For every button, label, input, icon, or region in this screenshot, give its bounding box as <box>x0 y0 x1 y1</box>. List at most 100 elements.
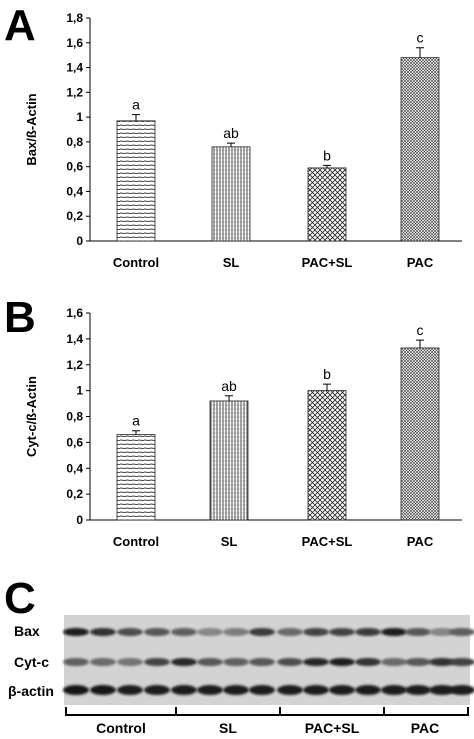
x-tick-label: SL <box>221 534 238 549</box>
blot-band <box>405 628 431 636</box>
blot-band <box>90 628 116 636</box>
blot-band <box>303 658 329 666</box>
bar-control <box>116 120 156 242</box>
y-tick-label: 1,2 <box>66 85 83 99</box>
blot-band <box>249 628 275 636</box>
x-tick-label: Control <box>113 534 159 549</box>
blot-band <box>277 685 303 695</box>
blot-band <box>405 685 431 695</box>
blot-group-pac: PAC <box>410 720 440 736</box>
blot-band <box>381 628 407 636</box>
x-tick-label: PAC <box>407 255 434 270</box>
y-tick-label: 0,8 <box>66 135 83 149</box>
group-bracket <box>65 707 177 716</box>
significance-letter: b <box>323 147 331 163</box>
error-bar <box>225 395 233 401</box>
blot-band <box>171 685 197 695</box>
error-bar <box>323 383 331 391</box>
blot-band <box>63 658 89 666</box>
cytc-bar-chart: 0 0,2 0,4 0,6 0,8 1 1,2 1,4 1,6 Cyt-c/ß-Actin a Con… <box>24 306 462 549</box>
significance-letter: b <box>323 366 331 382</box>
significance-letter: a <box>132 97 140 113</box>
y-tick-label: 0,4 <box>66 184 83 198</box>
blot-band <box>117 658 143 666</box>
y-tick-label: 1,6 <box>66 306 83 320</box>
western-blot: Bax Cyt-c β-actin Control SL PAC+SL PAC <box>0 615 474 739</box>
bar-pac <box>400 347 440 521</box>
panel-letter-c: C <box>4 574 36 623</box>
blot-band <box>329 628 355 636</box>
significance-letter: c <box>417 322 424 338</box>
error-bar <box>323 164 331 168</box>
blot-band <box>429 658 455 666</box>
y-axis-label: Bax/ß-Actin <box>24 93 39 165</box>
blot-band <box>429 628 455 636</box>
y-tick-label: 0,6 <box>66 435 83 449</box>
blot-band <box>197 685 223 695</box>
blot-band <box>171 658 197 666</box>
blot-band <box>303 685 329 695</box>
blot-band <box>144 685 170 695</box>
group-bracket <box>279 707 385 716</box>
bar-sl <box>211 146 251 242</box>
blot-band <box>449 628 474 636</box>
y-tick-label: 0,4 <box>66 461 83 475</box>
blot-band <box>117 628 143 636</box>
blot-band <box>90 685 116 695</box>
y-tick-label: 0,2 <box>66 487 83 501</box>
blot-band <box>329 685 355 695</box>
bar-sl <box>209 400 249 521</box>
blot-band <box>171 628 197 636</box>
blot-band <box>90 658 116 666</box>
bar-pac-sl <box>307 167 347 242</box>
blot-band <box>277 658 303 666</box>
x-tick-label: PAC <box>407 534 434 549</box>
significance-letter: ab <box>223 125 239 141</box>
error-bar <box>416 47 424 58</box>
blot-band <box>249 685 275 695</box>
blot-band <box>144 658 170 666</box>
blot-band <box>197 658 223 666</box>
blot-band <box>249 658 275 666</box>
bar-pac <box>400 57 440 242</box>
x-tick-label: PAC+SL <box>302 534 353 549</box>
blot-label-beta-actin: β-actin <box>8 683 54 699</box>
blot-band <box>355 685 381 695</box>
error-bar <box>132 430 140 435</box>
x-tick-label: SL <box>223 255 240 270</box>
blot-band <box>223 628 249 636</box>
blot-band <box>303 628 329 636</box>
bax-bar-chart: 0 0,2 0,4 0,6 0,8 1 1,2 1,4 1,6 1,8 Bax/ß-Actin a Co… <box>24 11 462 270</box>
panel-letter-a: A <box>4 1 36 50</box>
error-bar <box>416 339 424 348</box>
blot-band <box>355 628 381 636</box>
bar-pac-sl <box>307 390 347 521</box>
y-tick-label: 1,4 <box>66 61 83 75</box>
blot-band <box>63 628 89 636</box>
blot-band <box>405 658 431 666</box>
significance-letter: c <box>417 30 424 46</box>
y-tick-label: 1,2 <box>66 358 83 372</box>
y-tick-label: 1 <box>76 384 83 398</box>
bar-control <box>116 434 156 521</box>
y-tick-label: 0,2 <box>66 209 83 223</box>
y-tick-label: 0,6 <box>66 160 83 174</box>
error-bar <box>227 142 235 147</box>
blot-group-pac-sl: PAC+SL <box>304 720 360 736</box>
y-tick-label: 0,8 <box>66 410 83 424</box>
blot-group-control: Control <box>96 720 146 736</box>
blot-image <box>63 615 474 716</box>
x-tick-label: PAC+SL <box>302 255 353 270</box>
blot-band <box>355 658 381 666</box>
blot-band <box>329 658 355 666</box>
blot-band <box>223 658 249 666</box>
y-axis-label: Cyt-c/ß-Actin <box>24 376 39 457</box>
blot-band <box>449 658 474 666</box>
blot-group-sl: SL <box>219 720 237 736</box>
blot-label-bax: Bax <box>14 623 40 639</box>
significance-letter: ab <box>221 378 237 394</box>
blot-band <box>144 628 170 636</box>
group-bracket <box>175 707 281 716</box>
blot-band <box>223 685 249 695</box>
blot-band <box>429 685 455 695</box>
